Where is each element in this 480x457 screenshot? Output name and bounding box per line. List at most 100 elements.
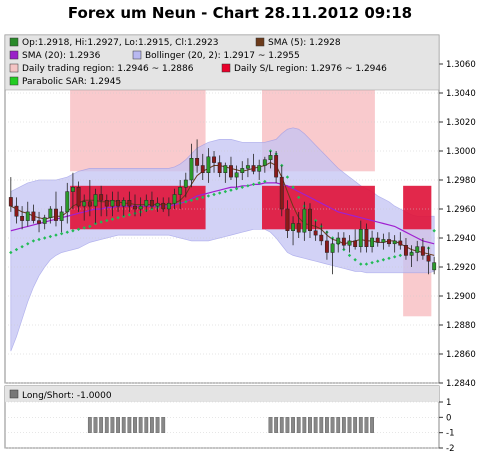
trading-region [70, 84, 206, 172]
sar-dot [201, 195, 205, 200]
candle-body [313, 230, 318, 236]
ls-bar [330, 417, 335, 433]
candle-body [25, 211, 30, 221]
sar-dot [99, 220, 103, 224]
sl-region [403, 185, 432, 230]
candle-body [48, 208, 53, 218]
candle-body [296, 223, 301, 233]
long-short-legend [5, 386, 439, 402]
sar-dot [31, 239, 36, 243]
y-tick-label: 1.2880 [446, 321, 476, 331]
ls-bar [291, 417, 295, 433]
candle-body [37, 220, 41, 224]
ls-bar [138, 417, 143, 433]
ls-bar [268, 417, 273, 433]
candle-body [161, 202, 166, 210]
sar-dot [82, 226, 86, 230]
legend-swatch [9, 76, 19, 86]
candle-body [330, 243, 335, 253]
legend-swatch [9, 37, 19, 47]
sar-dot [110, 217, 115, 221]
candle-body [217, 162, 222, 174]
candle-body [353, 240, 358, 247]
chart-title: Forex um Neun - Chart 28.11.2012 09:18 [67, 4, 413, 22]
long-short-bars [87, 417, 374, 433]
candle-body [14, 205, 19, 217]
candle-body [409, 252, 414, 256]
candle-body [347, 240, 352, 246]
sar-dot [59, 231, 64, 236]
candle-body [166, 202, 171, 210]
candle-body [404, 245, 408, 256]
y-tick-label: 1.2940 [446, 234, 476, 244]
legend-label: SMA (20): 1.2936 [22, 51, 101, 61]
ls-y-tick-label: -1 [446, 429, 454, 439]
ls-bar [358, 417, 363, 433]
candle-body [324, 240, 329, 253]
candle-body [291, 223, 296, 231]
candle-body [110, 200, 115, 207]
y-tick-label: 1.3060 [446, 60, 476, 70]
candle-body [70, 187, 75, 192]
ls-bar [279, 417, 284, 433]
candle-body [262, 159, 267, 166]
sar-dot [347, 253, 352, 258]
sar-dot [189, 198, 194, 202]
ls-bar [274, 417, 279, 433]
candle-body [420, 246, 425, 256]
candle-body [104, 200, 109, 207]
y-tick-label: 1.2980 [446, 176, 476, 186]
candle-body [149, 200, 154, 207]
ls-bar [93, 417, 98, 433]
legend-label: Op:1.2918, Hi:1.2927, Lo:1.2915, Cl:1.29… [22, 38, 218, 48]
candle-body [358, 229, 363, 247]
ls-bar [353, 417, 358, 433]
ls-bar [150, 417, 154, 433]
candle-body [392, 240, 397, 245]
legend-box [4, 34, 440, 91]
candle-body [155, 202, 160, 207]
sar-dot [105, 218, 109, 223]
sar-dot [48, 234, 53, 239]
candle-body [381, 239, 386, 243]
candle-body [245, 165, 250, 169]
sar-dot [212, 192, 216, 197]
candle-body [65, 191, 70, 213]
legend-label: Parabolic SAR: 1.2945 [22, 77, 121, 87]
candle-body [285, 208, 290, 231]
candle-body [251, 165, 256, 172]
candle-body [183, 179, 188, 188]
sar-dot [229, 188, 233, 192]
sar-dot [217, 191, 222, 195]
candle-body [87, 201, 92, 207]
sar-dot [285, 175, 290, 179]
candle-body [59, 211, 64, 221]
long-short-label: Long/Short: -1.0000 [22, 391, 112, 401]
sar-dot [88, 224, 92, 229]
sar-dot [184, 200, 188, 204]
ls-bar [336, 417, 341, 433]
ls-bar [364, 417, 369, 433]
legend-swatch [132, 50, 142, 60]
candle-body [364, 229, 369, 247]
sl-region [262, 185, 375, 230]
ls-bar [347, 417, 352, 433]
candle-body [234, 172, 239, 178]
ls-bar [319, 417, 324, 433]
candle-body [99, 194, 104, 201]
sar-dot [26, 242, 30, 246]
candle-body [206, 156, 211, 174]
candle-body [370, 237, 375, 247]
long-short-y-axis: 1 0 -1 -2 [439, 398, 454, 454]
candle-body [31, 211, 36, 221]
ls-bar [121, 417, 126, 433]
ls-bar [99, 417, 104, 433]
ls-bar [341, 417, 346, 433]
legend-label: Daily S/L region: 1.2976 ~ 1.2946 [234, 64, 387, 74]
legend: Op:1.2918, Hi:1.2927, Lo:1.2915, Cl:1.29… [9, 37, 387, 87]
long-short-swatch [9, 389, 19, 399]
legend-label: SMA (5): 1.2928 [268, 38, 341, 48]
y-tick-label: 1.2920 [446, 263, 476, 273]
legend-swatch [221, 63, 231, 73]
sma20-line [10, 182, 435, 245]
